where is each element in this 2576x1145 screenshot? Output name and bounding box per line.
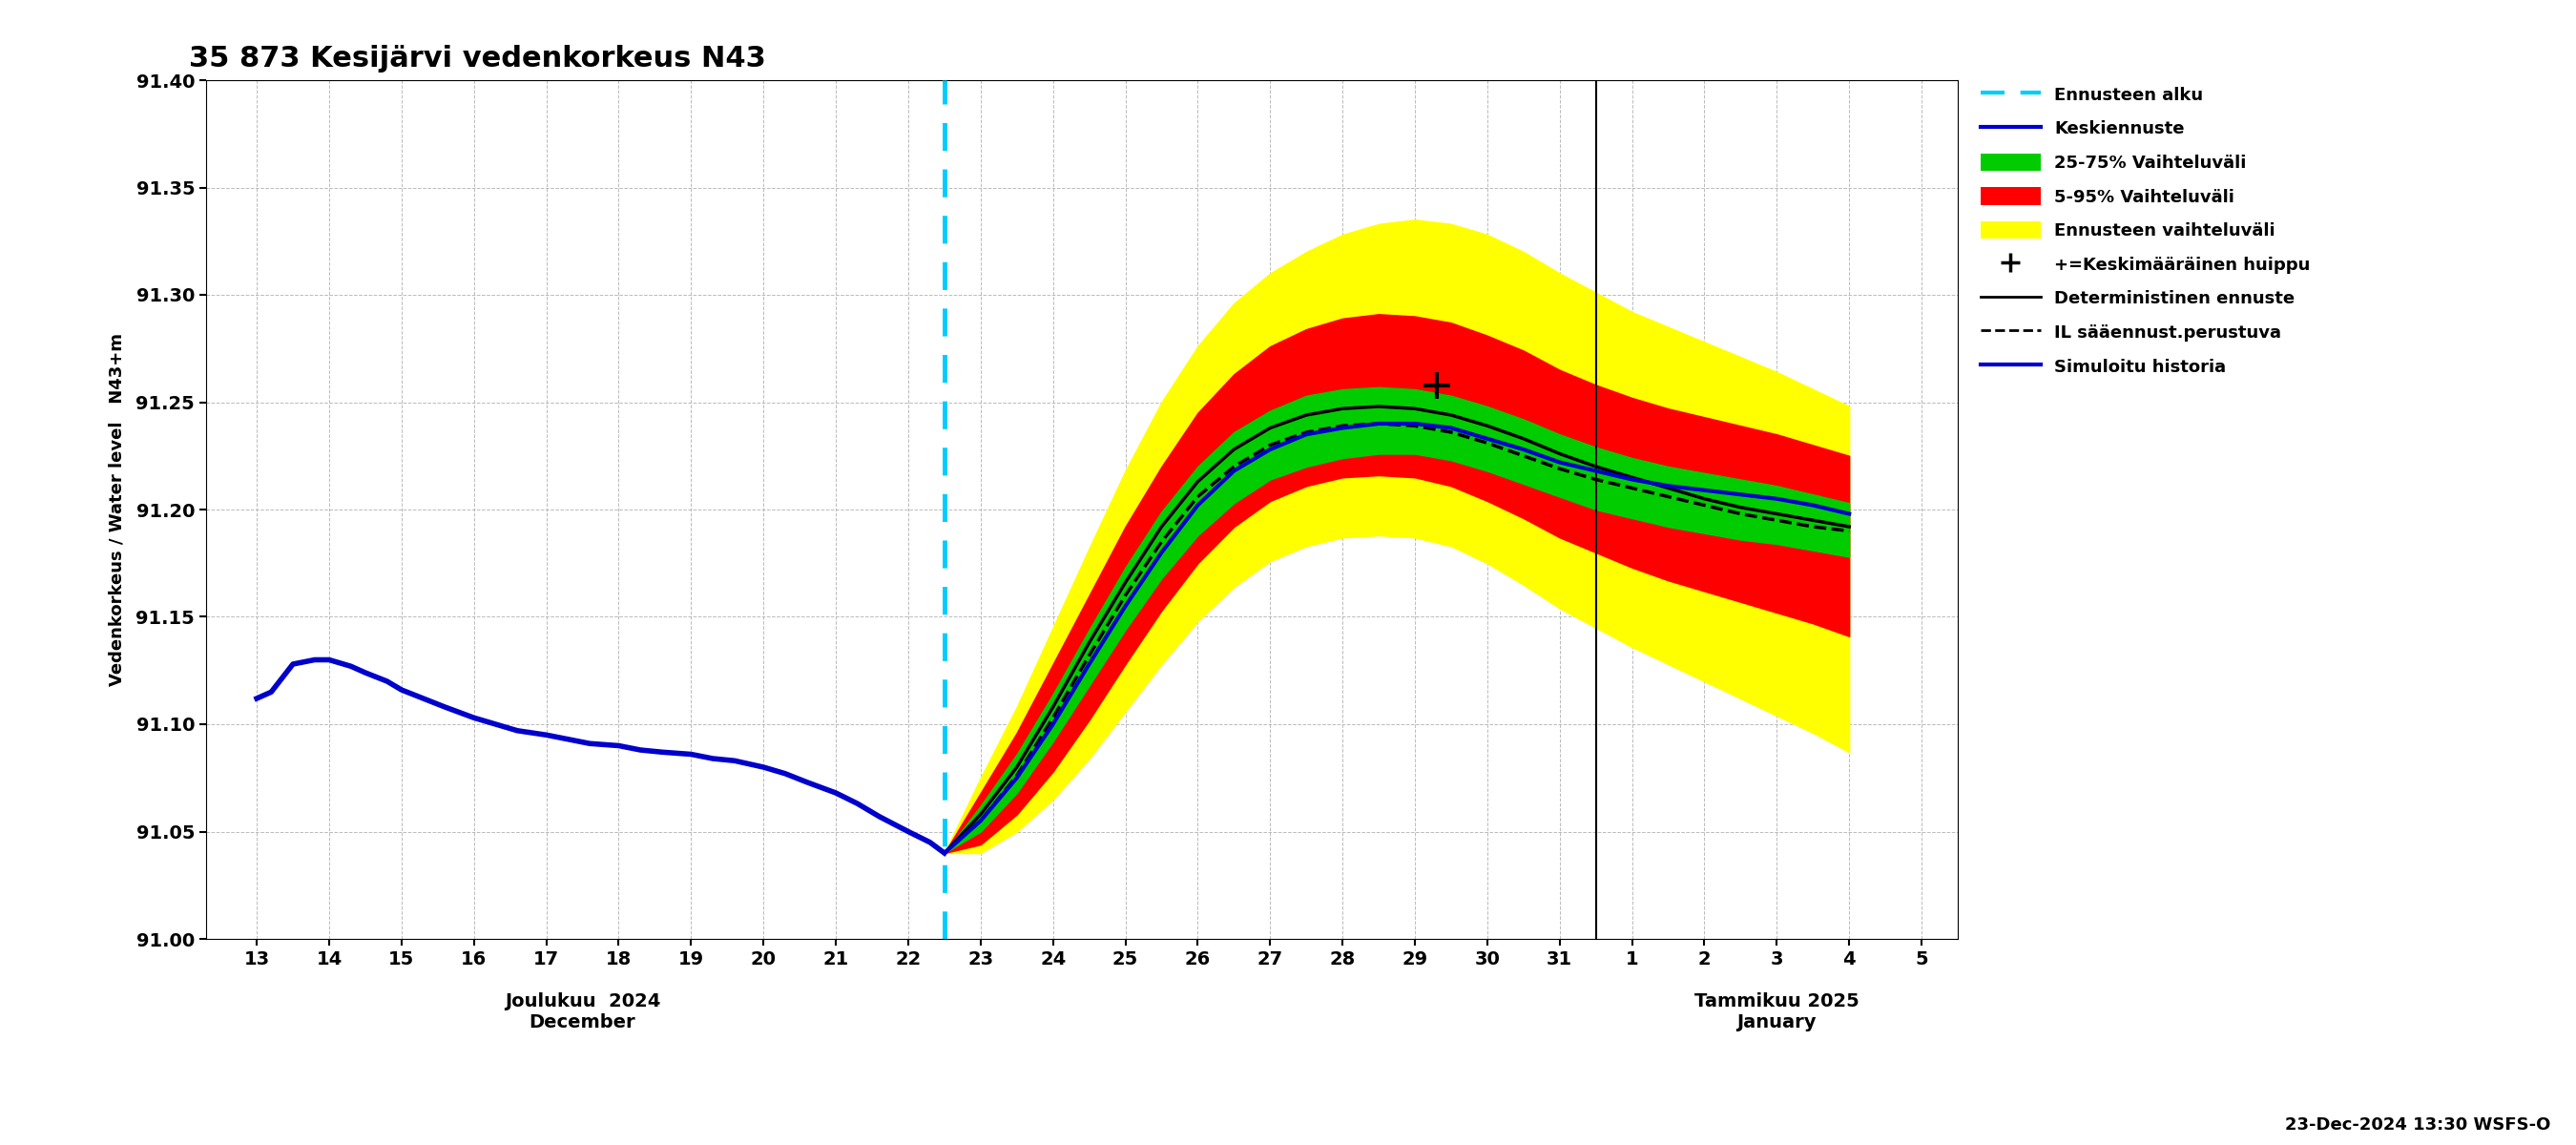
Y-axis label: Vedenkorkeus / Water level   N43+m: Vedenkorkeus / Water level N43+m <box>108 333 126 686</box>
Text: 23-Dec-2024 13:30 WSFS-O: 23-Dec-2024 13:30 WSFS-O <box>2285 1116 2550 1134</box>
Text: 35 873 Kesijärvi vedenkorkeus N43: 35 873 Kesijärvi vedenkorkeus N43 <box>188 45 765 72</box>
Legend: Ennusteen alku, Keskiennuste, 25-75% Vaihteluväli, 5-95% Vaihteluväli, Ennusteen: Ennusteen alku, Keskiennuste, 25-75% Vai… <box>1976 80 2316 380</box>
Text: Tammikuu 2025
January: Tammikuu 2025 January <box>1695 993 1860 1032</box>
Text: Joulukuu  2024
December: Joulukuu 2024 December <box>505 993 659 1032</box>
